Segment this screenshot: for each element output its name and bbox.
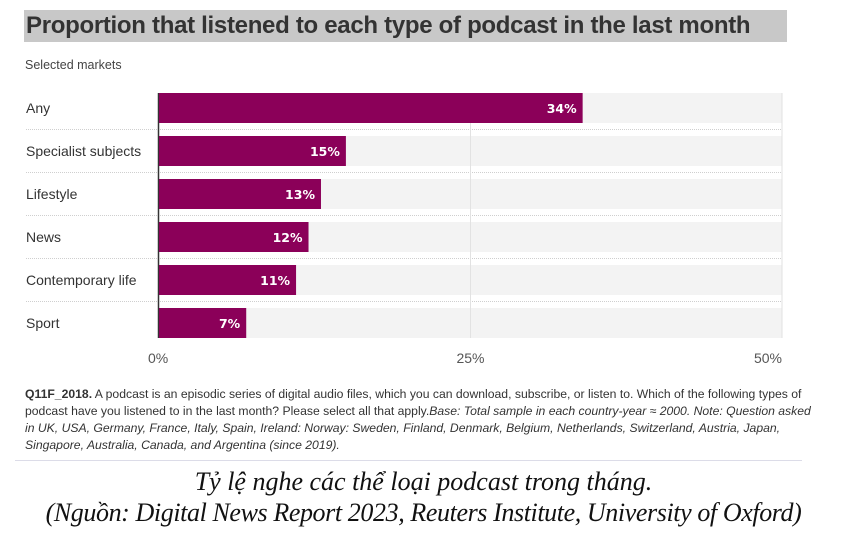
category-label: Sport <box>26 315 60 331</box>
category-label: Specialist subjects <box>26 143 141 159</box>
caption-line-2: (Nguồn: Digital News Report 2023, Reuter… <box>45 498 802 527</box>
question-text: A podcast is an episodic series of digit… <box>25 387 802 418</box>
value-labels: 34% 15% 13% 12% 11% 7% <box>219 101 577 331</box>
value-label: 12% <box>273 230 303 245</box>
category-label: News <box>26 229 61 245</box>
question-code: Q11F_2018. <box>25 387 93 401</box>
value-label: 11% <box>260 273 290 288</box>
bar-specialist-subjects <box>159 136 346 166</box>
value-label: 7% <box>219 316 241 331</box>
category-label: Any <box>26 100 50 116</box>
category-labels: Any Specialist subjects Lifestyle News Conte… <box>26 100 141 331</box>
divider <box>15 460 802 461</box>
chart-subtitle: Selected markets <box>25 58 122 72</box>
bar-contemporary-life <box>159 265 297 295</box>
value-label: 15% <box>310 144 340 159</box>
bar-lifestyle <box>159 179 321 209</box>
value-label: 34% <box>547 101 577 116</box>
caption-line-1: Tỷ lệ nghe các thể loại podcast trong th… <box>194 467 653 496</box>
x-tick-label: 0% <box>148 350 168 366</box>
category-label: Contemporary life <box>26 272 137 288</box>
value-label: 13% <box>285 187 315 202</box>
bar-any <box>159 93 583 123</box>
x-tick-label: 25% <box>456 350 484 366</box>
bar-sport <box>159 308 247 338</box>
bar-news <box>159 222 309 252</box>
gridlines <box>26 93 783 338</box>
x-tick-label: 50% <box>754 350 782 366</box>
base-note: Base: Total sample in each country-year … <box>25 404 811 452</box>
chart-title: Proportion that listened to each type of… <box>24 10 787 42</box>
bars <box>159 93 583 338</box>
x-axis-ticks: 0% 25% 50% <box>148 350 782 366</box>
bar-chart: Any Specialist subjects Lifestyle News Conte… <box>26 93 783 366</box>
chart-note: Q11F_2018. A podcast is an episodic seri… <box>25 386 815 454</box>
category-label: Lifestyle <box>26 186 78 202</box>
